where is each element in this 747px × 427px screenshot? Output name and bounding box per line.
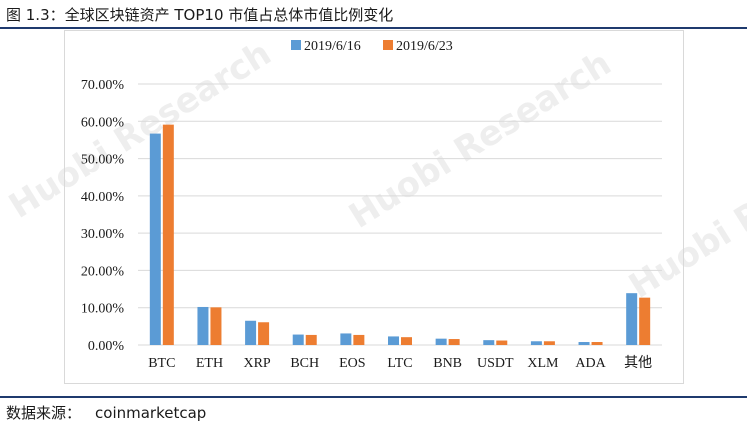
bar bbox=[245, 320, 257, 345]
y-tick-label: 40.00% bbox=[81, 190, 125, 205]
bar bbox=[353, 334, 365, 345]
y-tick-label: 30.00% bbox=[81, 227, 125, 242]
figure-header: 图 1.3：全球区块链资产 TOP10 市值占总体市值比例变化 bbox=[0, 0, 747, 28]
bar bbox=[496, 340, 508, 345]
legend-swatch bbox=[383, 40, 393, 50]
bar bbox=[258, 322, 270, 345]
x-tick-label: USDT bbox=[477, 356, 514, 371]
x-tick-label: 其他 bbox=[624, 355, 652, 371]
bar bbox=[149, 133, 161, 345]
bar bbox=[448, 339, 460, 345]
x-tick-label: XLM bbox=[527, 356, 559, 371]
bar bbox=[340, 333, 352, 345]
x-tick-label: BTC bbox=[148, 356, 175, 371]
y-tick-label: 20.00% bbox=[81, 264, 125, 279]
x-tick-label: XRP bbox=[243, 356, 270, 371]
x-tick-label: ETH bbox=[196, 356, 223, 371]
bar bbox=[388, 336, 399, 345]
footer-rule bbox=[0, 396, 747, 398]
bar bbox=[639, 297, 651, 345]
bar bbox=[305, 334, 317, 345]
source-note: 数据来源： coinmarketcap bbox=[6, 402, 206, 423]
bar bbox=[578, 342, 590, 345]
x-tick-label: BCH bbox=[290, 356, 319, 371]
source-value: coinmarketcap bbox=[95, 404, 207, 422]
chart-frame bbox=[64, 30, 684, 384]
bar bbox=[210, 307, 222, 345]
bar bbox=[197, 306, 209, 345]
source-label: 数据来源： bbox=[6, 404, 82, 422]
y-tick-label: 0.00% bbox=[88, 339, 125, 354]
bar bbox=[162, 124, 174, 346]
bar bbox=[591, 342, 603, 345]
y-tick-label: 10.00% bbox=[81, 302, 125, 317]
y-tick-label: 60.00% bbox=[81, 115, 125, 130]
header-rule bbox=[0, 27, 747, 29]
bar bbox=[626, 293, 638, 345]
bar bbox=[483, 340, 495, 345]
bar bbox=[292, 334, 304, 345]
bar bbox=[530, 341, 542, 345]
y-tick-label: 50.00% bbox=[81, 153, 125, 168]
x-tick-label: ADA bbox=[575, 356, 606, 371]
x-tick-label: LTC bbox=[387, 356, 412, 371]
bar bbox=[543, 341, 555, 345]
legend-label: 2019/6/23 bbox=[396, 39, 453, 54]
x-tick-label: BNB bbox=[433, 356, 462, 371]
y-tick-label: 70.00% bbox=[81, 78, 125, 93]
legend-swatch bbox=[291, 40, 301, 50]
bar bbox=[435, 338, 447, 345]
x-tick-label: EOS bbox=[339, 356, 365, 371]
legend-label: 2019/6/16 bbox=[304, 39, 361, 54]
bar bbox=[401, 337, 412, 345]
figure-title: 图 1.3：全球区块链资产 TOP10 市值占总体市值比例变化 bbox=[6, 6, 394, 24]
